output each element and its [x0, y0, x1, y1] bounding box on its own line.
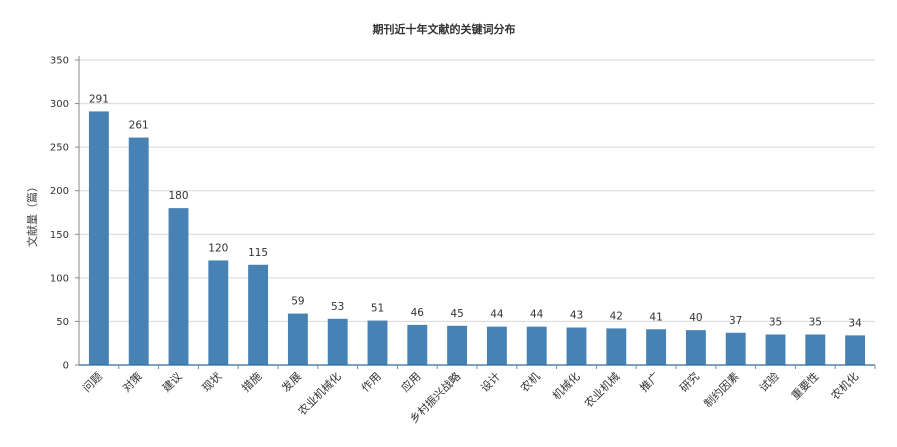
- y-tick-label: 50: [56, 317, 69, 328]
- y-axis-label: 文献量（篇）: [25, 181, 39, 247]
- bar: [447, 325, 468, 365]
- bar: [486, 326, 507, 365]
- data-label: 44: [490, 309, 504, 321]
- bar: [88, 111, 109, 366]
- data-label: 41: [649, 311, 662, 323]
- data-label: 44: [530, 309, 544, 321]
- x-tick-label: 对策: [119, 369, 144, 394]
- data-label: 35: [769, 317, 782, 329]
- data-label: 291: [89, 93, 109, 105]
- data-label: 45: [450, 308, 463, 320]
- chart-title: 期刊近十年文献的关键词分布: [373, 22, 516, 36]
- x-tick-label: 农业机械化: [295, 369, 344, 418]
- x-tick-label: 措施: [239, 369, 264, 394]
- bar: [845, 335, 866, 365]
- x-tick-label: 问题: [80, 370, 105, 395]
- data-labels: 291 261 180 120 115 59 53 51 46 45 44 44 43 42 41 40 37 3…: [89, 93, 862, 329]
- data-label: 180: [168, 190, 188, 202]
- bar: [566, 327, 587, 365]
- x-tick-label: 推广: [637, 369, 662, 394]
- x-tick-label: 农业机械: [581, 369, 622, 410]
- y-tick-label: 300: [50, 99, 69, 110]
- y-tick-label: 0: [63, 361, 69, 372]
- x-tick-label: 研究: [677, 369, 702, 394]
- data-label: 51: [371, 303, 384, 315]
- bar: [805, 334, 826, 365]
- data-label: 59: [291, 296, 304, 308]
- data-label: 42: [610, 310, 623, 322]
- x-tick-label: 发展: [279, 369, 304, 394]
- y-tick-label: 200: [50, 186, 69, 197]
- x-tick-label: 现状: [199, 369, 224, 394]
- x-tick-label: 试验: [756, 369, 781, 394]
- data-label: 115: [248, 247, 268, 259]
- bar: [208, 260, 229, 365]
- bar: [248, 264, 269, 365]
- x-tick-label: 重要性: [788, 369, 821, 402]
- bar: [367, 320, 388, 365]
- x-tick-label: 农机化: [828, 369, 861, 402]
- bar: [646, 329, 667, 365]
- y-tick-label: 350: [50, 56, 69, 67]
- bar: [725, 332, 746, 365]
- data-label: 46: [411, 307, 425, 319]
- data-label: 37: [729, 315, 742, 327]
- data-label: 35: [809, 317, 822, 329]
- data-label: 43: [570, 310, 583, 322]
- y-tick-label: 100: [50, 273, 69, 284]
- data-label: 34: [848, 317, 862, 329]
- bar: [526, 326, 547, 365]
- y-tick-label: 150: [50, 230, 69, 241]
- x-tick-label: 制约因素: [702, 370, 742, 410]
- bar: [685, 330, 706, 365]
- data-label: 120: [208, 242, 228, 254]
- x-tick-label: 建议: [159, 369, 184, 394]
- bar: [765, 334, 786, 365]
- x-tick-label: 作用: [359, 370, 384, 395]
- y-tick-label: 250: [50, 143, 69, 154]
- bars: [88, 111, 866, 366]
- data-label: 261: [129, 120, 149, 132]
- x-tick-label: 应用: [398, 369, 423, 394]
- bar: [168, 208, 189, 365]
- x-tick-label: 机械化: [549, 369, 582, 402]
- data-label: 53: [331, 301, 344, 313]
- data-label: 40: [689, 312, 702, 324]
- gridlines: [79, 59, 875, 322]
- bar: [407, 324, 428, 365]
- bar: [606, 328, 627, 365]
- bar: [128, 137, 149, 365]
- x-tick-label: 设计: [478, 370, 503, 395]
- x-tick-label: 农机: [517, 369, 542, 394]
- bar: [327, 318, 348, 365]
- bar: [287, 313, 308, 365]
